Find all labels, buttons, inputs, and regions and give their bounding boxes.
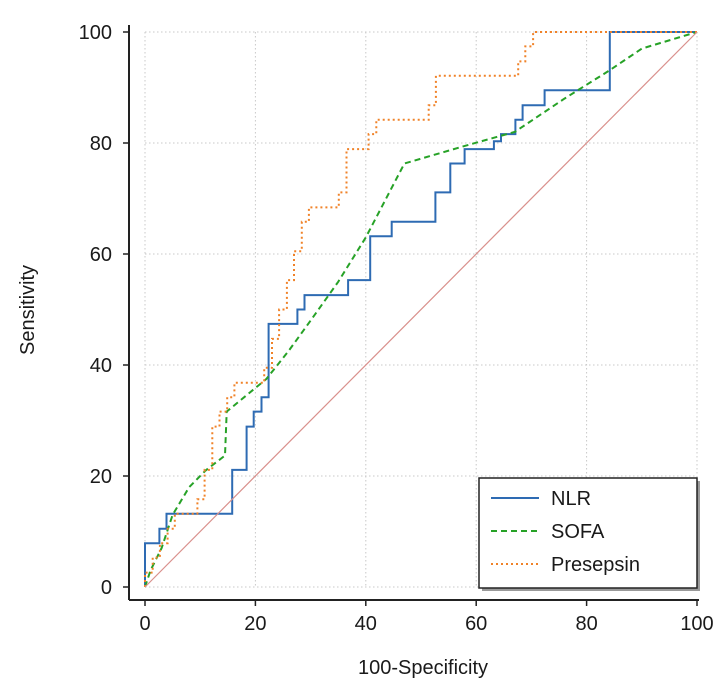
y-tick-label-4: 80 <box>90 133 112 155</box>
y-tick-label-3: 60 <box>90 244 112 266</box>
y-tick-label-1: 20 <box>90 466 112 488</box>
legend: NLR SOFA Presepsin <box>478 477 700 591</box>
x-axis-title: 100-Specificity <box>358 657 488 679</box>
y-tick-label-0: 0 <box>101 577 112 599</box>
x-tick-label-1: 20 <box>244 613 266 635</box>
reference-diagonal-line <box>144 31 698 588</box>
grid <box>144 31 698 588</box>
axes <box>128 25 699 601</box>
legend-label-sofa: SOFA <box>551 521 605 543</box>
x-tick-label-0: 0 <box>139 613 150 635</box>
legend-label-presepsin: Presepsin <box>551 554 640 576</box>
ticks: 0 20 40 60 80 100 0 20 40 60 80 100 <box>79 22 714 635</box>
y-tick-label-2: 40 <box>90 355 112 377</box>
x-tick-label-5: 100 <box>680 613 713 635</box>
x-tick-label-3: 60 <box>465 613 487 635</box>
series-line-sofa <box>144 31 698 588</box>
y-tick-label-5: 100 <box>79 22 112 44</box>
legend-box <box>478 477 698 589</box>
series-layer <box>144 31 698 588</box>
x-tick-label-4: 80 <box>575 613 597 635</box>
legend-label-nlr: NLR <box>551 488 591 510</box>
series-line-nlr <box>144 31 697 587</box>
x-tick-label-2: 40 <box>355 613 377 635</box>
y-axis-title: Sensitivity <box>17 265 39 355</box>
